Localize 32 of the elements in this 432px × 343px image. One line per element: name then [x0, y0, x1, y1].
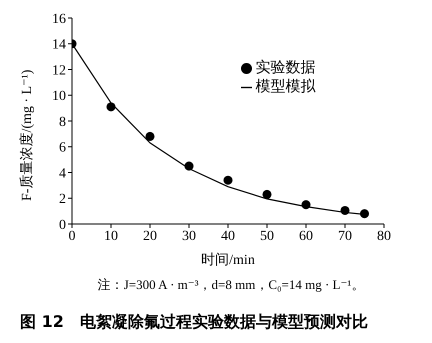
x-tick-label: 0 — [68, 228, 76, 244]
x-tick-label: 60 — [299, 228, 313, 244]
point — [223, 176, 233, 185]
y-tick-label: 6 — [59, 140, 66, 156]
point — [301, 200, 311, 210]
x-tick-label: 50 — [260, 228, 274, 244]
x-tick-label: 10 — [104, 228, 118, 244]
point — [360, 209, 370, 218]
y-tick-label: 14 — [52, 38, 66, 53]
y-tick-label: 10 — [52, 89, 66, 104]
point — [145, 132, 155, 141]
legend-label: 模型模拟 — [256, 79, 316, 95]
x-tick-label: 20 — [143, 228, 157, 244]
x-tick-label: 80 — [377, 228, 391, 244]
y-tick-label: 4 — [59, 166, 66, 182]
y-tick-label: 8 — [59, 114, 66, 130]
y-axis-title: F-质量浓度/(mg · L⁻¹) — [18, 69, 35, 201]
y-tick-label: 2 — [59, 192, 66, 208]
text: 图 12 电絮凝除氟过程实验数据与模型预测对比 — [19, 312, 369, 333]
point — [262, 190, 272, 199]
x-axis-title: 时间/min — [201, 252, 255, 268]
point — [184, 162, 194, 171]
y-tick-label: 12 — [52, 63, 66, 78]
x-tick-label: 70 — [338, 228, 352, 244]
x-tick-label: 40 — [221, 228, 235, 244]
y-tick-label: 0 — [59, 218, 66, 233]
text: 注：J=300 A · m⁻³，d=8 mm，C₀=14 mg · L⁻¹。 — [96, 276, 366, 294]
point — [106, 102, 116, 112]
x-tick-label: 30 — [182, 228, 196, 244]
y-tick-label: 16 — [52, 12, 66, 27]
point — [340, 206, 350, 215]
legend-label: 实验数据 — [256, 60, 316, 76]
